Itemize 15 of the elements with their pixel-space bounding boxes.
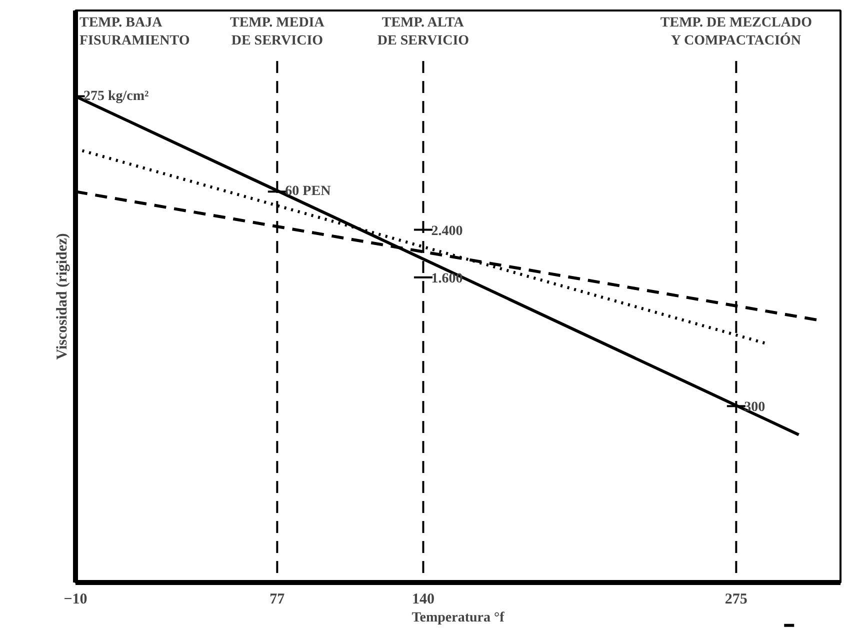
x-tick-label: 275: [724, 592, 748, 608]
x-tick-label: 140: [412, 592, 434, 608]
x-axis-title: Temperatura °f: [412, 610, 505, 626]
annotation: 60 PEN: [285, 184, 331, 200]
ref-line-label: TEMP. BAJA FISURAMIENTO: [80, 15, 190, 48]
annotation: 1.600: [431, 271, 463, 286]
x-tick-label: 77: [270, 592, 286, 608]
ref-line-label: TEMP. ALTA DE SERVICIO: [377, 15, 470, 48]
annotation: 2.400: [431, 224, 463, 239]
annotation: 275 kg/cm²: [84, 88, 149, 104]
ref-line-label: TEMP. DE MEZCLADO Y COMPACTACIÓN: [660, 15, 812, 48]
ref-line-label: TEMP. MEDIA DE SERVICIO: [230, 15, 326, 48]
y-axis-title: Viscosidad (rigidez): [54, 233, 70, 360]
x-tick-label: −10: [64, 592, 88, 608]
annotation: 300: [744, 400, 766, 416]
